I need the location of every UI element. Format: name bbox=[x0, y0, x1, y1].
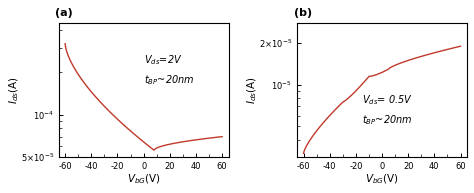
Y-axis label: $I_{ds}$(A): $I_{ds}$(A) bbox=[7, 76, 20, 104]
Text: $V_{ds}$= 0.5V: $V_{ds}$= 0.5V bbox=[362, 93, 412, 107]
X-axis label: $V_{bG}$(V): $V_{bG}$(V) bbox=[127, 173, 161, 186]
Text: $V_{ds}$=2V: $V_{ds}$=2V bbox=[144, 53, 182, 67]
Text: (a): (a) bbox=[55, 8, 73, 18]
Y-axis label: $I_{ds}$(A): $I_{ds}$(A) bbox=[246, 76, 259, 104]
Text: $t_{BP}$~20nm: $t_{BP}$~20nm bbox=[362, 114, 412, 127]
Text: (b): (b) bbox=[293, 8, 312, 18]
Text: $t_{BP}$~20nm: $t_{BP}$~20nm bbox=[144, 73, 194, 87]
X-axis label: $V_{bG}$(V): $V_{bG}$(V) bbox=[365, 173, 399, 186]
